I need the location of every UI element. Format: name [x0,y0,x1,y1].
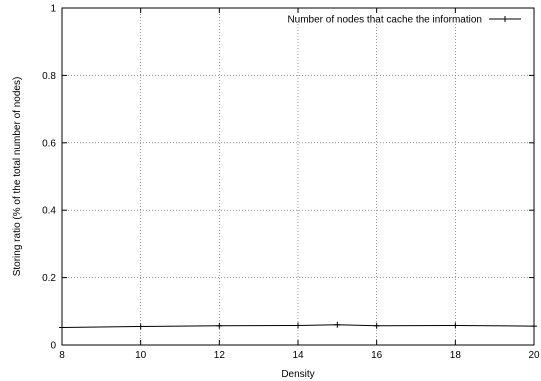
legend-label: Number of nodes that cache the informati… [287,15,482,26]
data-point-marker [216,322,223,329]
data-point-marker [531,323,537,330]
axis-ticks: 00.20.40.60.818 10 12 14 16 18 20 [42,4,540,362]
y-tick-label: 0.6 [42,138,56,149]
x-tick-label: 18 [450,350,462,361]
grid [62,8,534,345]
data-point-marker [334,321,341,328]
x-tick-label: 10 [135,350,147,361]
legend: Number of nodes that cache the informati… [287,15,521,26]
y-tick-label: 0.8 [42,71,56,82]
legend-marker [502,16,508,22]
x-axis-title: Density [281,369,314,380]
x-tick-label: 8 [59,350,65,361]
x-tick-label: 16 [371,350,383,361]
y-tick-label: 0 [50,341,56,352]
x-tick-label: 12 [214,350,226,361]
series [59,321,537,331]
data-point-marker [137,323,144,330]
data-point-marker [452,322,459,329]
y-tick-label: 0.4 [42,206,56,217]
data-point-marker [59,324,65,331]
x-tick-label: 14 [292,350,304,361]
series-line [61,324,535,328]
x-tick-label: 20 [528,350,540,361]
y-tick-label: 1 [50,4,56,15]
data-point-marker [373,322,380,329]
y-tick-label: 0.2 [42,273,56,284]
data-point-marker [295,322,301,329]
y-axis-title: Storing ratio (% of the total number of … [12,77,23,277]
